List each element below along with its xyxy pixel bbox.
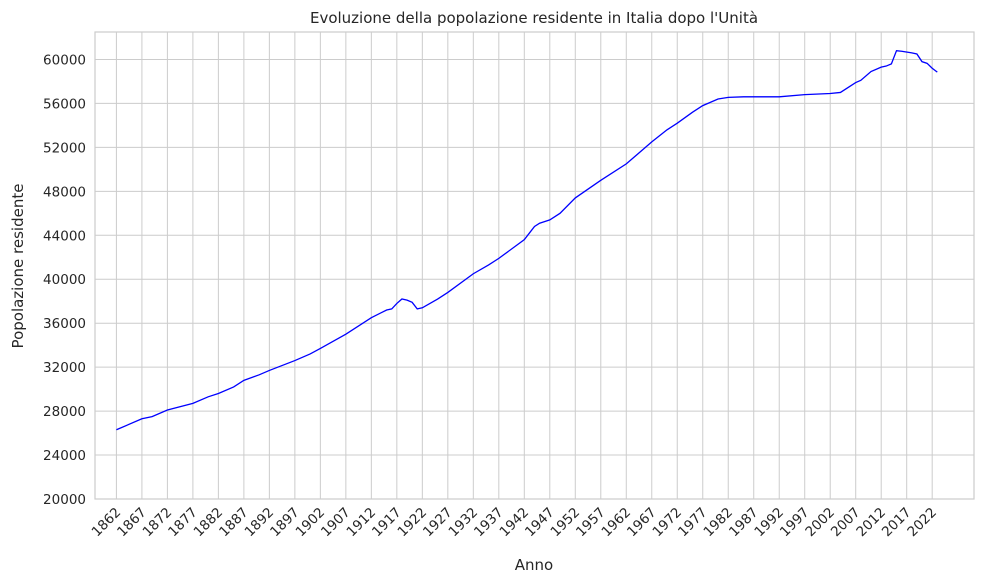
y-tick-label: 44000 bbox=[43, 228, 86, 244]
y-tick-labels: 20000 24000 28000 32000 36000 40000 44000 48000… bbox=[43, 52, 86, 508]
chart-title: Evoluzione della popolazione residente i… bbox=[310, 9, 758, 27]
y-axis-label: Popolazione residente bbox=[9, 184, 27, 349]
y-tick-label: 20000 bbox=[43, 492, 86, 508]
y-tick-label: 40000 bbox=[43, 272, 86, 288]
y-tick-label: 36000 bbox=[43, 316, 86, 332]
population-line bbox=[116, 49, 938, 431]
y-tick-label: 28000 bbox=[43, 404, 86, 420]
y-gridlines bbox=[95, 58, 974, 500]
y-tick-label: 48000 bbox=[43, 184, 86, 200]
x-axis-label: Anno bbox=[515, 556, 553, 574]
y-tick-label: 56000 bbox=[43, 96, 86, 112]
y-tick-label: 52000 bbox=[43, 140, 86, 156]
x-gridlines bbox=[115, 32, 933, 499]
x-tick-label: 2022 bbox=[904, 505, 940, 541]
plot-frame bbox=[94, 31, 975, 500]
y-tick-label: 24000 bbox=[43, 448, 86, 464]
x-tick-labels: 1862186718721877188218871892189719021907… bbox=[89, 505, 940, 541]
y-tick-label: 60000 bbox=[43, 52, 86, 68]
y-tick-label: 32000 bbox=[43, 360, 86, 376]
